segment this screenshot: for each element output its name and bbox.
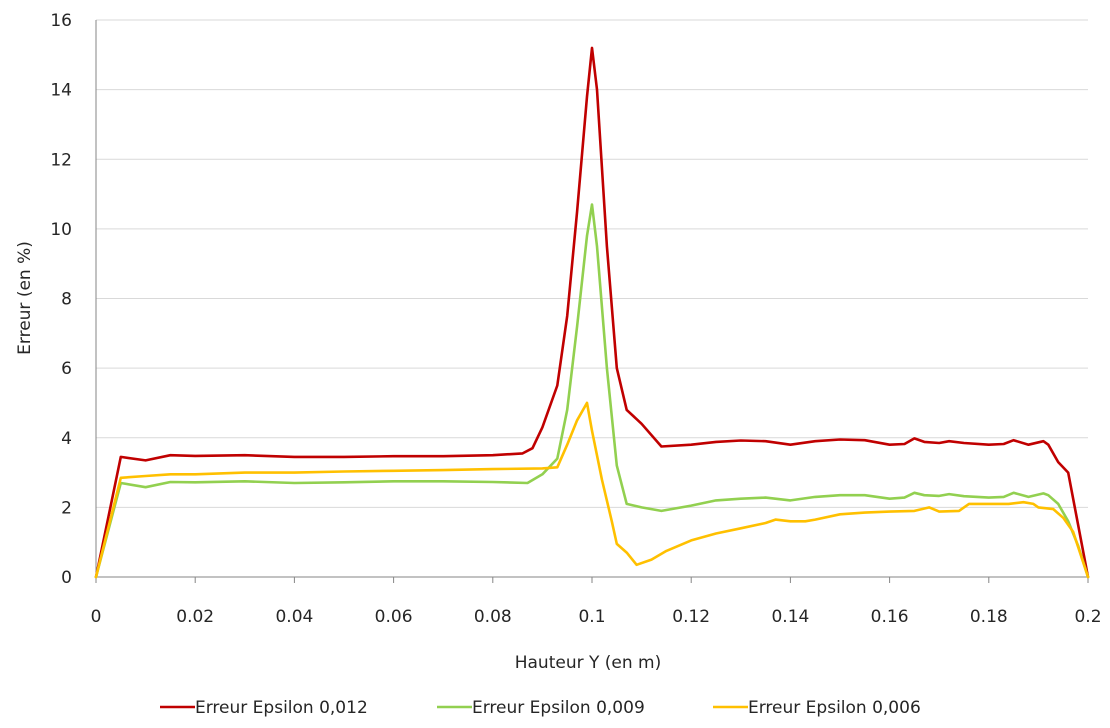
x-tick-label: 0.16 bbox=[871, 607, 909, 627]
x-tick-label: 0 bbox=[91, 607, 102, 627]
y-tick-label: 4 bbox=[61, 429, 72, 449]
legend-label-1: Erreur Epsilon 0,012 bbox=[195, 698, 368, 718]
y-tick-label: 6 bbox=[61, 359, 72, 379]
y-tick-label: 2 bbox=[61, 498, 72, 518]
x-tick-label: 0.18 bbox=[970, 607, 1008, 627]
x-tick-label: 0.14 bbox=[771, 607, 809, 627]
x-tick-label: 0.12 bbox=[672, 607, 710, 627]
gridlines bbox=[96, 19, 1088, 508]
y-tick-label: 14 bbox=[50, 81, 72, 101]
series-line-1 bbox=[94, 46, 1090, 579]
legend-label-2: Erreur Epsilon 0,009 bbox=[472, 698, 645, 718]
y-tick-label: 0 bbox=[61, 568, 72, 588]
axes bbox=[95, 20, 1089, 583]
y-tick-label: 12 bbox=[50, 150, 72, 170]
legend: Erreur Epsilon 0,012 Erreur Epsilon 0,009… bbox=[160, 698, 921, 718]
legend-label-3: Erreur Epsilon 0,006 bbox=[748, 698, 921, 718]
x-tick-label: 0.02 bbox=[176, 607, 214, 627]
y-axis-title: Erreur (en %) bbox=[15, 241, 35, 355]
y-tick-label: 16 bbox=[50, 11, 72, 31]
series-line-2 bbox=[94, 203, 1090, 579]
series-line-3 bbox=[94, 401, 1090, 579]
x-tick-label: 0.04 bbox=[275, 607, 313, 627]
series-lines bbox=[94, 46, 1090, 579]
x-tick-label: 0.2 bbox=[1074, 607, 1101, 627]
x-tick-label: 0.1 bbox=[578, 607, 605, 627]
x-axis-title: Hauteur Y (en m) bbox=[515, 653, 662, 673]
y-tick-label: 8 bbox=[61, 290, 72, 310]
x-tick-label: 0.06 bbox=[375, 607, 413, 627]
y-tick-label: 10 bbox=[50, 220, 72, 240]
x-tick-label: 0.08 bbox=[474, 607, 512, 627]
tick-labels: 0 2 4 6 8 10 12 14 16 0 0.02 0.04 0.06 0.08 0.1 0.12 0.1… bbox=[50, 11, 1101, 627]
